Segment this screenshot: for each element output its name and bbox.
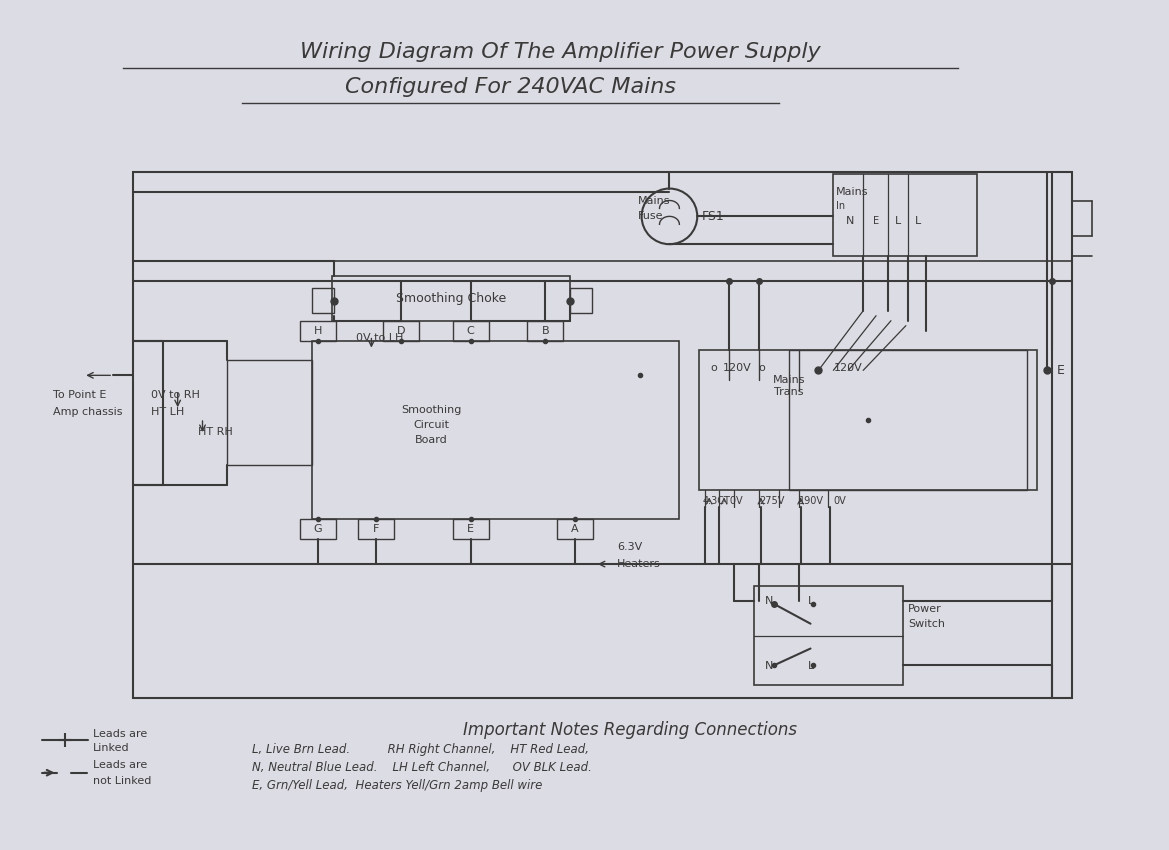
Bar xyxy=(833,173,977,256)
Text: 6.3V: 6.3V xyxy=(617,542,642,552)
Text: In: In xyxy=(836,201,845,212)
Text: L: L xyxy=(808,661,814,672)
Bar xyxy=(754,586,902,685)
Bar xyxy=(527,320,563,341)
Text: L: L xyxy=(894,217,901,226)
Text: HT RH: HT RH xyxy=(198,427,233,437)
Text: 120V: 120V xyxy=(722,363,752,373)
Text: B: B xyxy=(541,326,549,336)
Bar xyxy=(699,350,1037,490)
Text: To Point E: To Point E xyxy=(54,390,106,400)
Text: 190V: 190V xyxy=(798,496,824,507)
Text: L, Live Brn Lead.          RH Right Channel,    HT Red Lead,: L, Live Brn Lead. RH Right Channel, HT R… xyxy=(253,744,589,756)
Text: Smoothing Choke: Smoothing Choke xyxy=(396,292,506,305)
Bar xyxy=(570,288,592,313)
Bar xyxy=(383,320,420,341)
Bar xyxy=(789,350,1028,490)
Text: H: H xyxy=(313,326,321,336)
Text: Fuse: Fuse xyxy=(637,212,663,221)
Text: D: D xyxy=(397,326,406,336)
Text: Leads are: Leads are xyxy=(94,760,147,770)
Text: Amp chassis: Amp chassis xyxy=(54,407,123,417)
Text: E: E xyxy=(468,524,475,535)
Text: FS1: FS1 xyxy=(703,210,725,223)
Bar xyxy=(312,288,333,313)
Text: L: L xyxy=(914,217,921,226)
Text: o: o xyxy=(711,363,718,373)
Text: E, Grn/Yell Lead,  Heaters Yell/Grn 2amp Bell wire: E, Grn/Yell Lead, Heaters Yell/Grn 2amp … xyxy=(253,779,542,792)
Text: G: G xyxy=(313,524,323,535)
Text: N: N xyxy=(846,217,855,226)
Text: Switch: Switch xyxy=(908,619,945,629)
Bar xyxy=(300,519,336,539)
Text: Important Notes Regarding Connections: Important Notes Regarding Connections xyxy=(463,721,797,739)
Text: Wiring Diagram Of The Amplifier Power Supply: Wiring Diagram Of The Amplifier Power Su… xyxy=(299,42,821,62)
Text: F: F xyxy=(373,524,380,535)
Text: N: N xyxy=(765,661,773,672)
Text: 275V: 275V xyxy=(759,496,784,507)
Bar xyxy=(452,519,489,539)
Text: Linked: Linked xyxy=(94,743,130,753)
Text: Circuit: Circuit xyxy=(413,420,449,430)
Text: A: A xyxy=(572,524,579,535)
Text: 0V: 0V xyxy=(833,496,846,507)
Text: 120V: 120V xyxy=(833,363,863,373)
Text: E: E xyxy=(873,217,879,226)
Text: Board: Board xyxy=(415,435,448,445)
Bar xyxy=(312,341,679,519)
Text: Smoothing: Smoothing xyxy=(401,405,462,415)
Text: N: N xyxy=(765,596,773,606)
Text: L: L xyxy=(808,596,814,606)
Text: Heaters: Heaters xyxy=(617,559,660,570)
Text: o: o xyxy=(759,363,766,373)
Text: Mains: Mains xyxy=(773,376,805,385)
Text: HT LH: HT LH xyxy=(151,407,184,417)
Text: Leads are: Leads are xyxy=(94,729,147,739)
Text: not Linked: not Linked xyxy=(94,776,152,785)
Text: Mains: Mains xyxy=(836,186,869,196)
Bar xyxy=(558,519,593,539)
Bar xyxy=(359,519,394,539)
Text: C: C xyxy=(466,326,475,336)
Text: Configured For 240VAC Mains: Configured For 240VAC Mains xyxy=(345,77,676,97)
Bar xyxy=(452,320,489,341)
Text: E: E xyxy=(1057,364,1065,377)
Text: Power: Power xyxy=(908,604,941,614)
Text: Trans: Trans xyxy=(774,388,803,397)
Text: 0V to LH: 0V to LH xyxy=(357,332,403,343)
Bar xyxy=(227,360,312,465)
Bar xyxy=(332,276,570,320)
Text: N, Neutral Blue Lead.    LH Left Channel,      OV BLK Lead.: N, Neutral Blue Lead. LH Left Channel, O… xyxy=(253,762,592,774)
Text: Mains: Mains xyxy=(637,196,670,207)
Bar xyxy=(133,172,1072,698)
Text: 4.3CT0V: 4.3CT0V xyxy=(703,496,742,507)
Bar xyxy=(300,320,336,341)
Text: 0V to RH: 0V to RH xyxy=(151,390,200,400)
